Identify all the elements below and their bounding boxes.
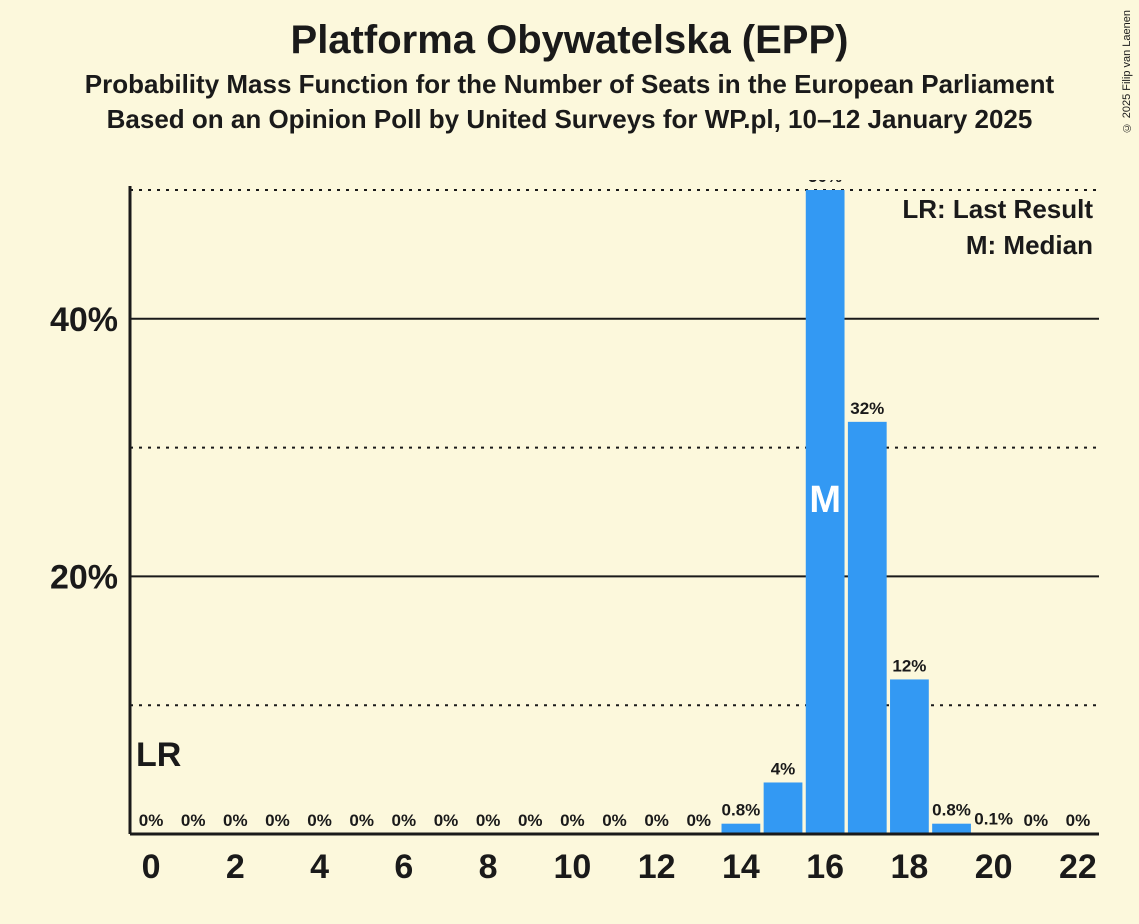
- x-tick-label: 12: [638, 848, 676, 886]
- bar-value-label: 0.1%: [974, 810, 1013, 829]
- bar-value-label: 32%: [850, 399, 884, 418]
- bar-value-label: 0%: [139, 811, 164, 830]
- bar-value-label: 0%: [307, 811, 332, 830]
- x-tick-label: 0: [142, 848, 161, 886]
- x-tick-label: 16: [806, 848, 844, 886]
- bar: [848, 422, 887, 834]
- chart-subtitle-2: Based on an Opinion Poll by United Surve…: [0, 104, 1139, 135]
- bar-value-label: 0%: [476, 811, 501, 830]
- legend-lr: LR: Last Result: [902, 194, 1093, 224]
- bar-value-label: 0.8%: [932, 801, 971, 820]
- bar-value-label: 0%: [265, 811, 290, 830]
- bar-value-label: 0%: [434, 811, 459, 830]
- bar: [722, 824, 761, 834]
- chart-area: 0% 0% 0% 0% 0% 0% 0% 0% 0% 0% 0% 0% 0% 0% 0.8% 4% 50% 32%…: [40, 180, 1109, 894]
- titles-block: Platforma Obywatelska (EPP) Probability …: [0, 0, 1139, 135]
- x-tick-label: 18: [890, 848, 928, 886]
- x-tick-label: 22: [1059, 848, 1097, 886]
- bar-value-label: 0%: [560, 811, 585, 830]
- x-tick-label: 6: [394, 848, 413, 886]
- bar-value-label: 12%: [892, 656, 926, 675]
- bar: [890, 679, 929, 834]
- bar-value-label: 0%: [602, 811, 627, 830]
- bar: [932, 824, 971, 834]
- lr-marker: LR: [136, 736, 181, 774]
- chart-subtitle-1: Probability Mass Function for the Number…: [0, 69, 1139, 100]
- bar-value-label: 0.8%: [722, 801, 761, 820]
- x-tick-label: 2: [226, 848, 245, 886]
- x-tick-label: 4: [310, 848, 329, 886]
- median-marker: M: [809, 479, 841, 521]
- bar-value-label: 0%: [1066, 811, 1091, 830]
- y-tick-label: 40%: [50, 301, 118, 339]
- x-tick-label: 10: [553, 848, 591, 886]
- bar-value-label: 0%: [518, 811, 543, 830]
- x-tick-label: 14: [722, 848, 760, 886]
- copyright-text: © 2025 Filip van Laenen: [1121, 10, 1133, 133]
- bar-value-label: 0%: [223, 811, 248, 830]
- x-tick-label: 8: [479, 848, 498, 886]
- bar-value-label: 50%: [808, 180, 842, 186]
- bar: [764, 782, 803, 834]
- y-tick-label: 20%: [50, 558, 118, 596]
- bar-value-label: 0%: [349, 811, 374, 830]
- x-tick-label: 20: [975, 848, 1013, 886]
- bar-value-label: 0%: [181, 811, 206, 830]
- bar-value-label: 4%: [771, 759, 796, 778]
- chart-title: Platforma Obywatelska (EPP): [0, 18, 1139, 63]
- bar-value-label: 0%: [644, 811, 669, 830]
- bar-value-label: 0%: [1024, 811, 1049, 830]
- bar-value-label: 0%: [686, 811, 711, 830]
- legend-m: M: Median: [966, 230, 1093, 260]
- chart-svg: 0% 0% 0% 0% 0% 0% 0% 0% 0% 0% 0% 0% 0% 0% 0.8% 4% 50% 32%…: [40, 180, 1109, 894]
- bar-value-label: 0%: [392, 811, 417, 830]
